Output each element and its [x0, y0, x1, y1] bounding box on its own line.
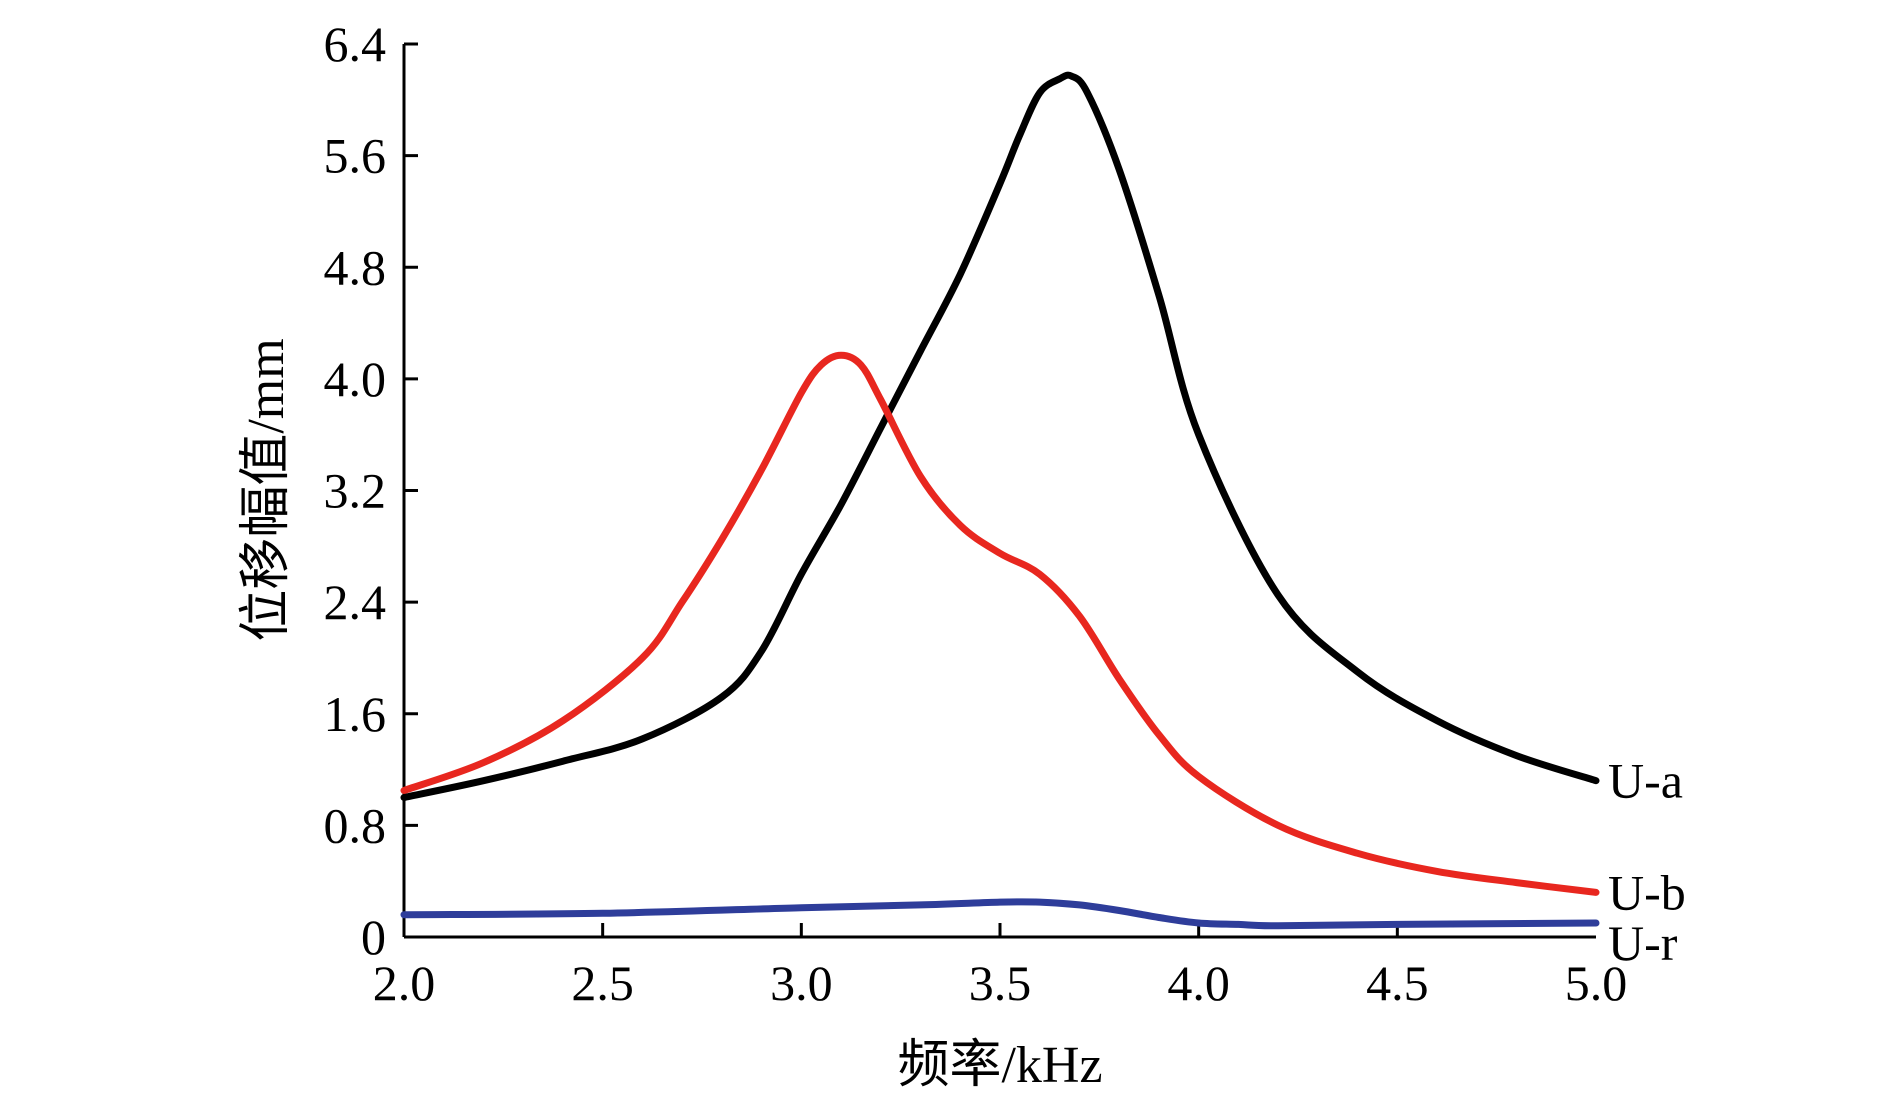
y-tick-label: 4.8	[324, 239, 387, 295]
x-tick-label: 4.0	[1167, 955, 1230, 1011]
series-line-u-a	[400, 71, 1600, 801]
y-tick-label: 3.2	[324, 463, 387, 519]
x-tick-label: 3.0	[770, 955, 833, 1011]
y-tick-label: 6.4	[324, 16, 387, 72]
series-group: U-a U-bU-r	[400, 71, 1686, 971]
x-tick-label: 3.5	[969, 955, 1032, 1011]
y-tick-label: 1.6	[324, 686, 387, 742]
y-tick-label: 5.6	[324, 128, 387, 184]
x-tick-label: 4.5	[1366, 955, 1429, 1011]
series-line-u-r	[400, 898, 1600, 930]
y-tick-label: 0	[361, 909, 386, 965]
y-ticks: 0 0.8 1.6 2.4 3.2 4.0 4.8 5.6 6.4	[324, 16, 418, 965]
series-label-u-b: U-b	[1608, 864, 1686, 920]
y-tick-label: 0.8	[324, 797, 387, 853]
plot-area: 2.0 2.5 3.0 3.5 4.0 4.5 5.0 0 0.8 1.6 2.4 3.2 4.0 4.…	[324, 16, 1686, 1011]
series-line-u-b	[400, 351, 1600, 896]
y-tick-label: 2.4	[324, 574, 387, 630]
x-tick-label: 5.0	[1565, 955, 1628, 1011]
y-tick-label: 4.0	[324, 351, 387, 407]
x-axis-title: 频率/kHz	[897, 1037, 1102, 1094]
x-tick-label: 2.0	[373, 955, 436, 1011]
series-label-u-r: U-r	[1608, 915, 1678, 971]
series-label-u-a: U-a	[1608, 753, 1683, 809]
y-axis-title: 位移幅值/mm	[238, 338, 295, 641]
x-tick-label: 2.5	[571, 955, 634, 1011]
x-ticks: 2.0 2.5 3.0 3.5 4.0 4.5 5.0	[373, 923, 1628, 1011]
